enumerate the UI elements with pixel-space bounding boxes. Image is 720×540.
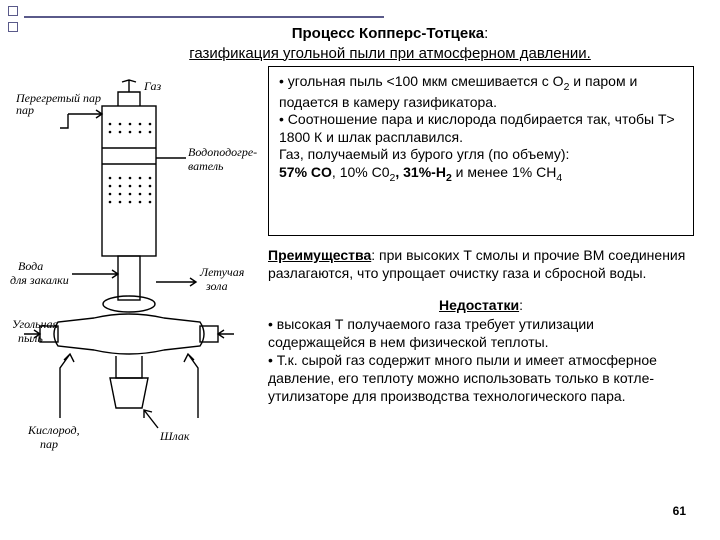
label-slag: Шлак <box>159 429 190 443</box>
box-composition: 57% CO, 10% C02, 31%-H2 и менее 1% CH4 <box>279 164 683 185</box>
label-ox-1: Кислород, <box>27 423 80 437</box>
label-heater-2: ватель <box>188 159 224 173</box>
label-coal-2: пыль <box>18 331 43 345</box>
decor-square-1 <box>8 6 18 16</box>
info-box: • угольная пыль <100 мкм смешивается с O… <box>268 66 694 236</box>
box-line-1: • угольная пыль <100 мкм смешивается с O… <box>279 73 683 111</box>
label-water-1: Вода <box>18 259 43 273</box>
label-water-2: для закалки <box>10 273 69 287</box>
label-gas: Газ <box>143 79 162 93</box>
body-text: Преимущества: при высоких Т смолы и проч… <box>268 246 694 406</box>
schematic-diagram: Перегретый пар пар Газ Водоподогре- вате… <box>10 78 262 458</box>
disadvantages: Недостатки: • высокая Т получаемого газа… <box>268 296 694 405</box>
label-flyash-2: зола <box>205 279 228 293</box>
label-ox-2: пар <box>40 437 58 451</box>
label-coal-1: Угольная <box>12 317 59 331</box>
title-main: Процесс Копперс-Тотцека <box>292 25 484 42</box>
advantages: Преимущества: при высоких Т смолы и проч… <box>268 246 694 282</box>
disadvantage-2: • Т.к. сырой газ содержит много пыли и и… <box>268 351 694 406</box>
decor-square-2 <box>8 22 18 32</box>
box-line-2: • Соотношение пара и кислорода подбирает… <box>279 111 683 146</box>
disadvantages-heading: Недостатки <box>439 297 519 313</box>
page-number: 61 <box>673 504 686 518</box>
box-line-3: Газ, получаемый из бурого угля (по объем… <box>279 146 683 164</box>
advantages-heading: Преимущества <box>268 247 371 263</box>
title-sub: газификация угольной пыли при атмосферно… <box>189 45 591 62</box>
label-flyash-1: Летучая <box>199 265 245 279</box>
label-heater-1: Водоподогре- <box>188 145 257 159</box>
svg-text:пар: пар <box>16 103 34 117</box>
disadvantage-1: • высокая Т получаемого газа требует ути… <box>268 315 694 351</box>
decor-line <box>24 16 384 18</box>
title-block: Процесс Копперс-Тотцека: газификация уго… <box>100 24 680 63</box>
